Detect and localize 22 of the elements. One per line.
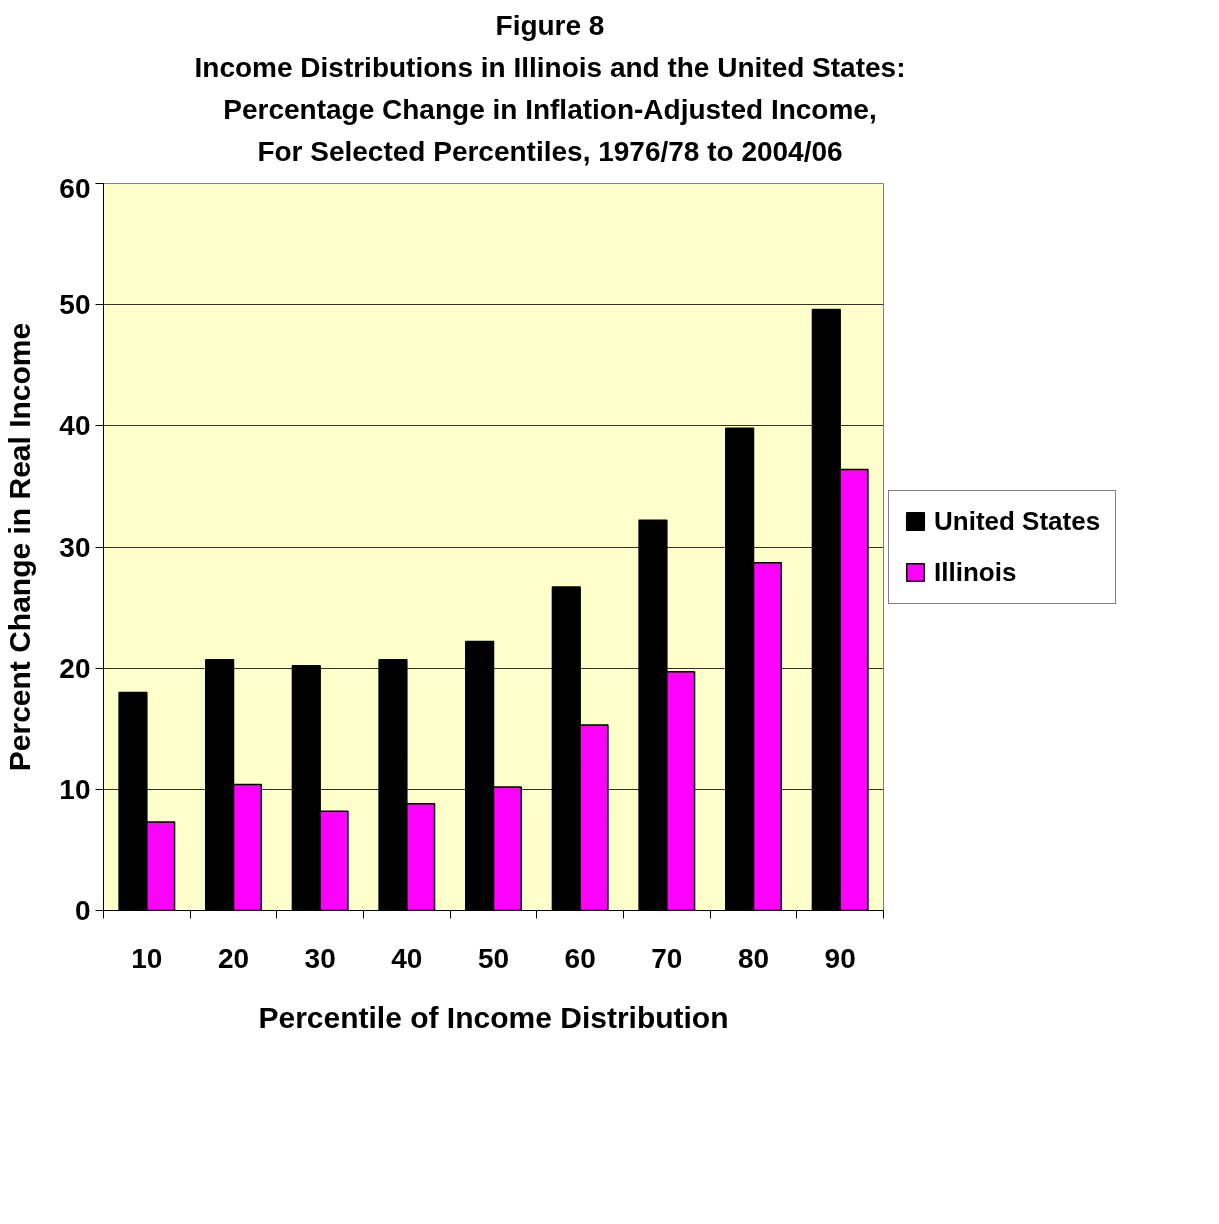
chart-subtitle: Income Distributions in Illinois and the United States: Percentage Change in Inflation-Adjusted Income, For Selected Percentiles, 1976/78 to 2004/06: [194, 52, 906, 167]
x-tick-label: 80: [737, 942, 770, 974]
x-tick-label: 10: [131, 942, 163, 974]
y-tick-label: 40: [59, 410, 91, 442]
x-tick-label: 50: [477, 942, 510, 974]
y-tick-label: 20: [59, 652, 91, 684]
y-tick-label: 10: [59, 773, 91, 805]
x-tick-label: 70: [651, 942, 683, 974]
y-tick-label: 50: [59, 289, 91, 321]
x-tick-label: 30: [304, 942, 336, 974]
y-tick-label: 30: [59, 531, 91, 563]
x-tick-label: 20: [217, 942, 250, 974]
x-tick-label: 60: [564, 942, 596, 974]
x-tick-label: 90: [824, 942, 856, 974]
chart-title: Figure 8: [495, 10, 605, 41]
legend-label: United States: [934, 505, 1101, 537]
legend-label: Illinois: [934, 556, 1017, 588]
y-tick-label: 0: [74, 895, 91, 926]
y-axis-title: Percent Change in Real Income: [3, 322, 37, 772]
x-axis-title: Percentile of Income Distribution: [258, 1000, 729, 1034]
y-tick-label: 60: [59, 172, 91, 204]
x-tick-label: 40: [391, 942, 423, 974]
